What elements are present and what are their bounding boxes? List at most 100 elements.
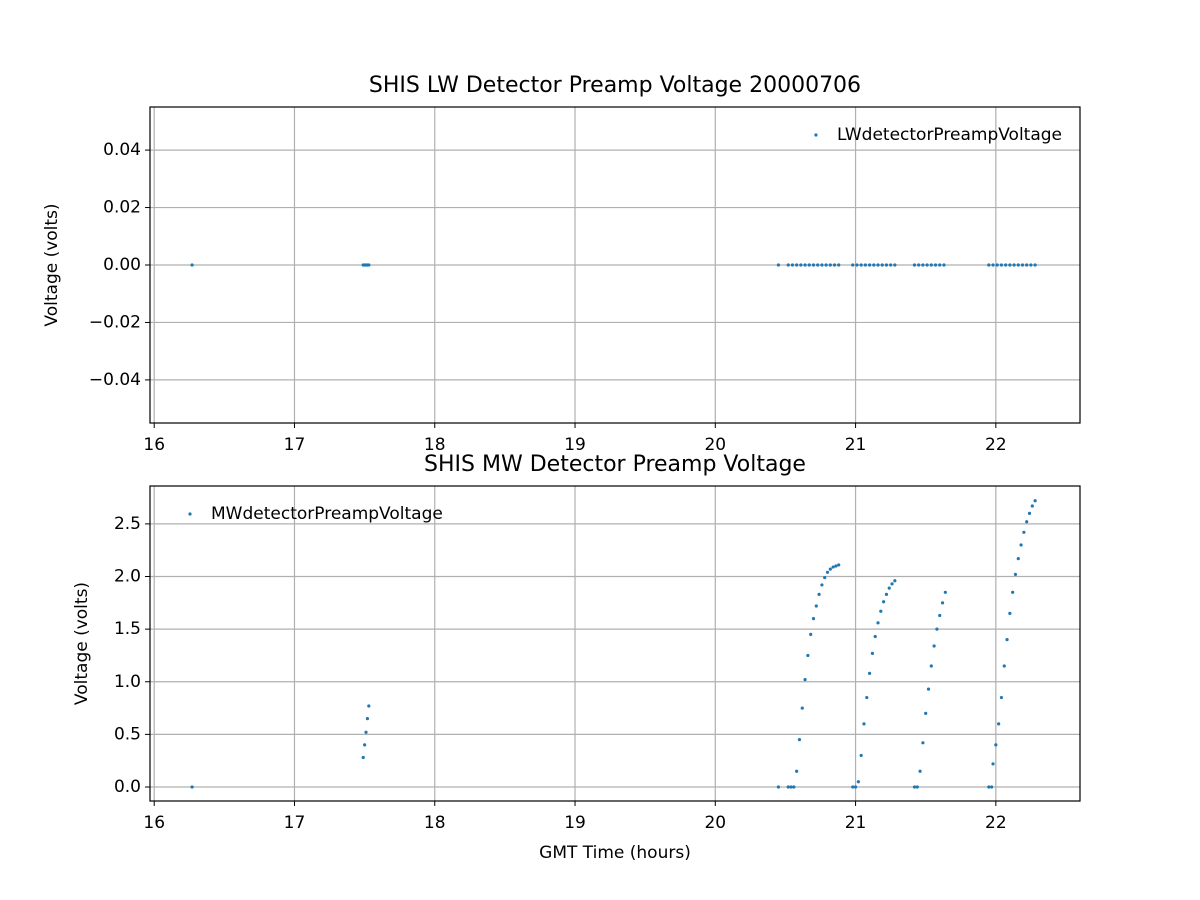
- x-axis-label: GMT Time (hours): [539, 843, 691, 863]
- data-point: [800, 706, 804, 710]
- y-tick-label: 0.02: [103, 198, 141, 218]
- y-tick-label: 1.5: [114, 619, 141, 639]
- data-point: [912, 263, 917, 267]
- data-point: [893, 263, 897, 267]
- y-tick-label: −0.04: [89, 370, 141, 390]
- data-point: [816, 263, 820, 267]
- data-point: [997, 722, 1001, 726]
- y-tick-label: 0.00: [103, 255, 141, 275]
- data-point: [867, 671, 872, 675]
- data-point: [890, 582, 894, 586]
- data-point: [943, 590, 947, 594]
- x-tick-label: 17: [284, 813, 306, 833]
- data-point: [367, 704, 371, 708]
- data-point: [991, 263, 995, 267]
- data-point: [776, 263, 781, 267]
- data-point: [863, 263, 867, 267]
- data-point: [831, 565, 835, 569]
- x-tick-label: 21: [845, 435, 867, 455]
- data-point: [938, 263, 942, 267]
- data-point: [933, 263, 938, 267]
- data-point: [797, 738, 802, 742]
- data-point: [1022, 530, 1026, 534]
- data-point: [879, 609, 883, 613]
- data-point: [1016, 557, 1020, 561]
- legend-marker: [814, 133, 818, 137]
- data-point: [809, 632, 813, 636]
- data-point: [806, 653, 810, 658]
- data-point: [889, 263, 893, 267]
- data-point: [811, 263, 816, 267]
- x-tick-label: 22: [985, 435, 1007, 455]
- y-tick-label: 0.04: [103, 140, 141, 160]
- y-axis-label: Voltage (volts): [42, 203, 62, 326]
- y-tick-label: 0.5: [114, 724, 141, 744]
- data-point: [363, 743, 367, 747]
- x-tick-label: 21: [845, 813, 867, 833]
- data-point: [795, 263, 799, 267]
- data-point: [837, 563, 841, 567]
- data-point: [1029, 263, 1033, 267]
- data-point: [820, 263, 824, 267]
- data-point: [870, 651, 874, 655]
- data-point: [994, 743, 998, 747]
- data-point: [190, 785, 194, 789]
- data-point: [887, 586, 891, 590]
- x-tick-label: 18: [424, 813, 446, 833]
- data-point: [820, 583, 824, 587]
- data-point: [865, 695, 869, 700]
- data-point: [995, 263, 999, 267]
- data-point: [855, 263, 859, 267]
- data-point: [856, 780, 860, 784]
- data-point: [1033, 499, 1037, 503]
- data-point: [929, 664, 933, 668]
- data-point: [823, 575, 827, 580]
- x-tick-label: 16: [143, 813, 165, 833]
- data-point: [884, 592, 889, 597]
- data-point: [795, 769, 799, 773]
- legend-label: MWdetectorPreampVoltage: [211, 504, 443, 524]
- data-point: [776, 785, 781, 789]
- x-tick-label: 16: [143, 435, 165, 455]
- data-point: [803, 263, 807, 267]
- data-point: [1020, 263, 1025, 267]
- x-tick-label: 19: [564, 435, 586, 455]
- data-point: [987, 263, 991, 267]
- data-point: [1002, 664, 1006, 668]
- data-point: [917, 263, 921, 267]
- data-point: [817, 592, 821, 597]
- y-axis-label: Voltage (volts): [72, 582, 92, 705]
- data-point: [1005, 638, 1009, 642]
- data-point: [786, 785, 790, 789]
- data-point: [811, 617, 816, 621]
- data-point: [828, 263, 832, 267]
- data-point: [786, 263, 790, 267]
- data-point: [924, 711, 928, 715]
- y-tick-label: 0.0: [114, 777, 141, 797]
- data-point: [1025, 263, 1029, 267]
- data-point: [1027, 511, 1032, 515]
- data-point: [190, 263, 194, 267]
- y-tick-label: 2.5: [114, 514, 141, 534]
- data-point: [803, 678, 807, 682]
- x-tick-label: 20: [704, 435, 726, 455]
- data-point: [792, 785, 796, 789]
- data-point: [1025, 520, 1029, 524]
- data-point: [884, 263, 889, 267]
- data-point: [893, 579, 897, 583]
- data-point: [925, 263, 929, 267]
- data-point: [364, 730, 368, 734]
- data-point: [882, 600, 886, 604]
- data-point: [940, 601, 945, 605]
- data-point: [921, 741, 925, 745]
- data-point: [851, 785, 855, 789]
- data-point: [1016, 263, 1020, 267]
- y-tick-label: 1.0: [114, 672, 141, 692]
- data-point: [990, 785, 994, 789]
- data-point: [999, 263, 1004, 267]
- x-tick-label: 19: [564, 813, 586, 833]
- data-point: [935, 627, 939, 631]
- data-point: [859, 753, 863, 758]
- data-point: [880, 263, 884, 267]
